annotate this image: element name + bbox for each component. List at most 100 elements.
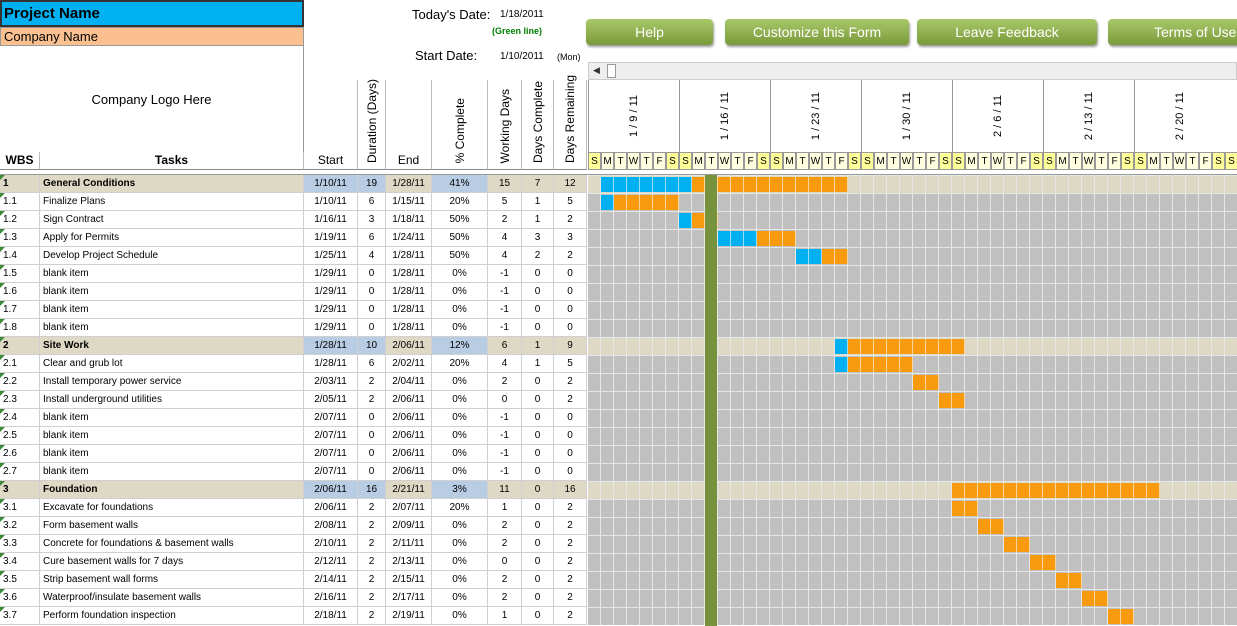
button[interactable]: Leave Feedback bbox=[917, 19, 1097, 45]
start-day: (Mon) bbox=[557, 52, 581, 62]
cell: -1 bbox=[488, 445, 522, 463]
cell: 3% bbox=[432, 481, 488, 499]
company-name[interactable]: Company Name bbox=[0, 27, 304, 46]
cell: 0% bbox=[432, 283, 488, 301]
button[interactable]: Help bbox=[586, 19, 713, 45]
cell: 0 bbox=[522, 265, 554, 283]
cell: 2 bbox=[554, 571, 587, 589]
cell: 2 bbox=[358, 571, 386, 589]
cell: 0% bbox=[432, 571, 488, 589]
cell: 0 bbox=[554, 427, 587, 445]
cell: 2/02/11 bbox=[386, 355, 432, 373]
day-letter: S bbox=[952, 152, 965, 170]
column-header-text: % Complete bbox=[452, 97, 467, 163]
cell: 2 bbox=[488, 535, 522, 553]
cell: Clear and grub lot bbox=[40, 355, 304, 373]
cell: 0% bbox=[432, 265, 488, 283]
day-letter: T bbox=[1160, 152, 1173, 170]
button[interactable]: Terms of Use bbox=[1108, 19, 1237, 45]
cell: 2/11/11 bbox=[386, 535, 432, 553]
cell: Site Work bbox=[40, 337, 304, 355]
wbs-marker bbox=[0, 535, 5, 540]
day-letter: M bbox=[692, 152, 705, 170]
wbs-marker bbox=[0, 445, 5, 450]
todays-date[interactable]: 1/18/2011 bbox=[500, 9, 544, 20]
day-letter: T bbox=[705, 152, 718, 170]
cell: 3.1 bbox=[0, 499, 40, 517]
cell: blank item bbox=[40, 427, 304, 445]
cell: blank item bbox=[40, 463, 304, 481]
gantt-complete bbox=[718, 231, 757, 246]
cell: 2/05/11 bbox=[304, 391, 358, 409]
cell: 0 bbox=[522, 427, 554, 445]
day-letter: S bbox=[757, 152, 770, 170]
cell: 20% bbox=[432, 355, 488, 373]
gantt-remaining bbox=[913, 375, 939, 390]
column-header: % Complete bbox=[432, 80, 488, 170]
day-letter: F bbox=[1199, 152, 1212, 170]
gantt-remaining bbox=[952, 501, 978, 516]
cell: 20% bbox=[432, 193, 488, 211]
cell: 4 bbox=[488, 229, 522, 247]
cell: Cure basement walls for 7 days bbox=[40, 553, 304, 571]
gantt-row bbox=[588, 229, 1237, 247]
week-header: 2 / 20 / 11 bbox=[1134, 80, 1225, 152]
wbs-marker bbox=[0, 283, 5, 288]
gantt-row bbox=[588, 445, 1237, 463]
gantt-remaining bbox=[1082, 591, 1108, 606]
cell: 2/03/11 bbox=[304, 373, 358, 391]
cell: 2 bbox=[554, 247, 587, 265]
cell: Develop Project Schedule bbox=[40, 247, 304, 265]
cell: 3 bbox=[522, 229, 554, 247]
cell: -1 bbox=[488, 283, 522, 301]
week-header: 2 / 13 / 11 bbox=[1043, 80, 1134, 152]
gantt-remaining bbox=[848, 339, 965, 354]
gantt-remaining bbox=[1030, 555, 1056, 570]
cell: 2 bbox=[554, 535, 587, 553]
week-header: 1 / 9 / 11 bbox=[588, 80, 679, 152]
gantt-complete bbox=[835, 339, 848, 354]
cell: 1.8 bbox=[0, 319, 40, 337]
cell: 0 bbox=[554, 283, 587, 301]
cell: 0 bbox=[358, 409, 386, 427]
wbs-marker bbox=[0, 499, 5, 504]
cell: 2.4 bbox=[0, 409, 40, 427]
cell: -1 bbox=[488, 301, 522, 319]
cell: 0 bbox=[522, 409, 554, 427]
cell: 2/06/11 bbox=[304, 481, 358, 499]
week-label: 1 / 9 / 11 bbox=[628, 95, 640, 137]
scrollbar[interactable]: ◀ bbox=[588, 62, 1237, 80]
day-letter: W bbox=[991, 152, 1004, 170]
cell: 0 bbox=[522, 481, 554, 499]
cell: 0 bbox=[522, 391, 554, 409]
cell: Install underground utilities bbox=[40, 391, 304, 409]
cell: 0 bbox=[358, 283, 386, 301]
cell: 50% bbox=[432, 229, 488, 247]
scroll-thumb[interactable] bbox=[607, 64, 616, 78]
wbs-marker bbox=[0, 517, 5, 522]
scroll-arrow[interactable]: ◀ bbox=[593, 65, 600, 75]
day-letter: M bbox=[1056, 152, 1069, 170]
cell: -1 bbox=[488, 463, 522, 481]
cell: 2/07/11 bbox=[304, 427, 358, 445]
cell: Excavate for foundations bbox=[40, 499, 304, 517]
day-letter: T bbox=[796, 152, 809, 170]
gantt-remaining bbox=[757, 231, 796, 246]
todays-date-label: Today's Date: bbox=[412, 7, 491, 22]
cell: -1 bbox=[488, 409, 522, 427]
button[interactable]: Customize this Form bbox=[725, 19, 909, 45]
cell: 1 bbox=[522, 193, 554, 211]
day-letter: S bbox=[770, 152, 783, 170]
cell: blank item bbox=[40, 319, 304, 337]
cell: 2 bbox=[488, 571, 522, 589]
cell: 0 bbox=[522, 571, 554, 589]
gantt-complete bbox=[796, 249, 822, 264]
column-header-text: Days Remaining bbox=[563, 74, 577, 163]
start-date[interactable]: 1/10/2011 bbox=[500, 51, 544, 62]
project-name[interactable]: Project Name bbox=[0, 0, 304, 27]
gantt-complete bbox=[679, 213, 692, 228]
cell: 2 bbox=[358, 535, 386, 553]
cell: 2/14/11 bbox=[304, 571, 358, 589]
cell: 1.4 bbox=[0, 247, 40, 265]
cell: 2/06/11 bbox=[386, 409, 432, 427]
